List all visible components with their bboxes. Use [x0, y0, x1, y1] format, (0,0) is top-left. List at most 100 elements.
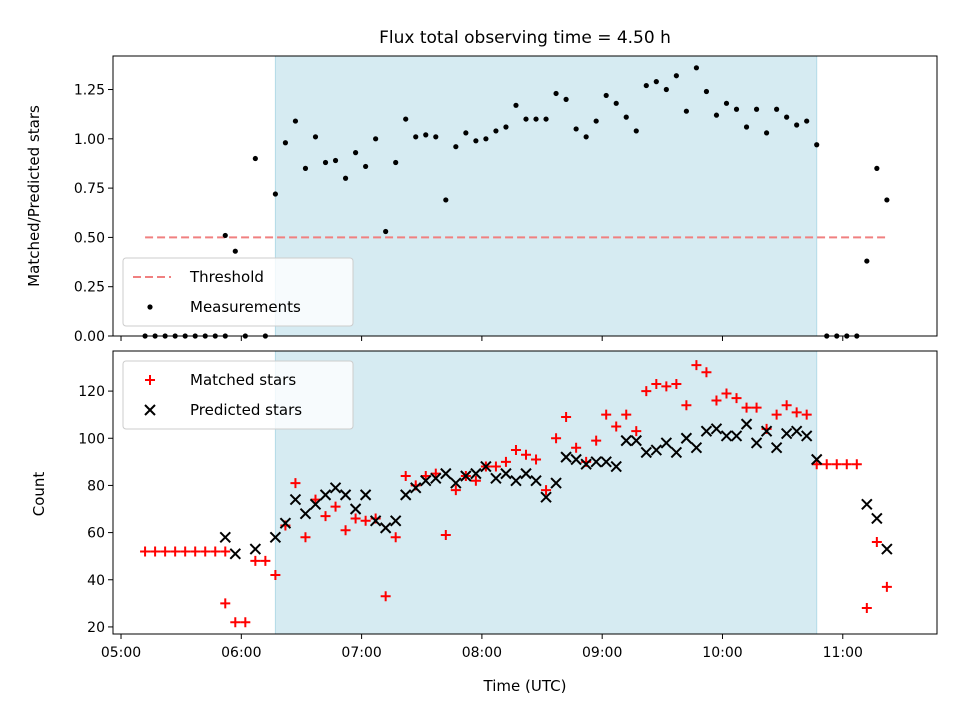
measurement-point: [403, 116, 409, 122]
measurement-point: [272, 191, 278, 197]
matched-stars-point: [470, 475, 481, 486]
measurement-point: [302, 165, 309, 171]
predicted-stars-point: [800, 430, 813, 442]
matched-stars-point: [681, 400, 692, 411]
measurement-point: [473, 138, 479, 144]
measurement-point: [663, 86, 669, 93]
matched-stars-point: [190, 546, 201, 557]
predicted-stars-point: [590, 456, 602, 468]
matched-stars-point: [791, 407, 802, 418]
predicted-stars-point: [660, 437, 673, 449]
matched-stars-point: [771, 409, 782, 420]
matched-stars-point: [661, 381, 672, 392]
predicted-stars-point: [630, 434, 642, 447]
predicted-stars-point: [580, 458, 592, 470]
legend-predicted-swatch: [144, 404, 156, 416]
y-tick-label: 20: [87, 620, 105, 636]
measurement-point: [282, 140, 289, 146]
predicted-stars-point: [861, 498, 873, 510]
matched-stars-point: [160, 546, 171, 557]
matched-stars-point: [721, 388, 732, 399]
axes-frame: [112, 55, 938, 337]
predicted-stars-point: [400, 489, 412, 501]
measurement-point: [573, 126, 579, 132]
predicted-stars-point: [740, 418, 753, 430]
predicted-stars-point: [319, 489, 332, 501]
observing-window-shade: [274, 55, 818, 337]
measurement-point: [794, 122, 800, 128]
measurement-point: [763, 130, 770, 136]
measurement-point: [733, 106, 740, 112]
predicted-stars-point: [871, 512, 883, 525]
y-tick-label: 0.50: [74, 230, 105, 246]
measurement-point: [443, 197, 449, 203]
matched-stars-point: [601, 409, 612, 420]
matched-stars-point: [841, 459, 852, 470]
measurement-point: [683, 108, 689, 114]
predicted-stars-point: [480, 460, 492, 473]
predicted-stars-point: [309, 498, 322, 510]
measurement-point: [753, 106, 760, 112]
measurement-point: [613, 100, 619, 106]
predicted-stars-point: [440, 467, 452, 480]
predicted-stars-point: [760, 425, 773, 437]
matched-stars-point: [851, 459, 862, 470]
predicted-stars-point: [369, 515, 382, 527]
matched-stars-point: [551, 433, 562, 444]
legend-label: Measurements: [190, 298, 301, 316]
measurement-point: [533, 116, 539, 122]
measurement-point: [483, 136, 489, 142]
predicted-stars-point: [640, 446, 653, 459]
matched-stars-point: [180, 546, 191, 557]
predicted-stars-point: [560, 451, 572, 463]
matched-stars-point: [450, 485, 461, 496]
predicted-stars-point: [570, 453, 582, 466]
top-panel: 0.00 0.25 0.50 0.75 1.00 1.25 Threshold Measure…: [74, 55, 938, 345]
matched-stars-point: [440, 529, 451, 540]
predicted-stars-point: [229, 548, 242, 560]
matched-stars-point: [611, 421, 622, 432]
predicted-stars-point: [811, 453, 823, 466]
predicted-stars-point: [349, 503, 362, 515]
predicted-stars-point: [750, 437, 763, 449]
matched-stars-point: [741, 402, 752, 413]
measurement-point: [814, 142, 820, 148]
predicted-stars-point: [410, 482, 422, 494]
legend-label: Matched stars: [190, 371, 296, 389]
y-tick-label: 0.00: [74, 329, 105, 345]
y-tick-label: 120: [78, 384, 105, 400]
matched-stars-point: [350, 513, 361, 524]
matched-stars-point: [490, 461, 501, 472]
matched-stars-point: [631, 426, 642, 437]
measurement-point: [633, 128, 639, 134]
matched-stars-point: [641, 386, 652, 397]
matched-stars-point: [881, 581, 892, 592]
predicted-stars-point: [339, 489, 352, 501]
bottom-y-axis-label: Count: [30, 472, 48, 517]
matched-stars-point: [801, 409, 812, 420]
predicted-stars-point: [289, 493, 302, 506]
measurement-point: [673, 73, 679, 79]
x-tick-label: 08:00: [462, 645, 502, 661]
predicted-stars-point: [670, 446, 683, 459]
x-tick-label: 05:00: [101, 645, 141, 661]
matched-stars-point: [270, 570, 281, 581]
bottom-panel: 20 40 60 80 100 120 05:00 06:00 07:00 08:00 09:00 1…: [78, 350, 938, 661]
matched-stars-point: [330, 501, 341, 512]
matched-stars-point: [300, 532, 311, 543]
top-y-axis-label: Matched/Predicted stars: [25, 105, 43, 287]
measurement-point: [623, 114, 629, 120]
measurement-point: [593, 118, 599, 124]
matched-stars-point: [360, 515, 371, 526]
legend-label: Predicted stars: [190, 401, 302, 419]
matched-stars-point: [561, 412, 572, 423]
predicted-stars-point: [710, 423, 723, 435]
predicted-stars-point: [730, 430, 743, 442]
measurement-point: [743, 124, 750, 130]
y-tick-label: 1.00: [74, 132, 105, 148]
matched-stars-point: [751, 402, 762, 413]
measurement-point: [713, 112, 720, 118]
y-tick-label: 40: [87, 573, 105, 589]
predicted-stars-point: [881, 543, 893, 555]
measurement-point: [453, 144, 459, 150]
